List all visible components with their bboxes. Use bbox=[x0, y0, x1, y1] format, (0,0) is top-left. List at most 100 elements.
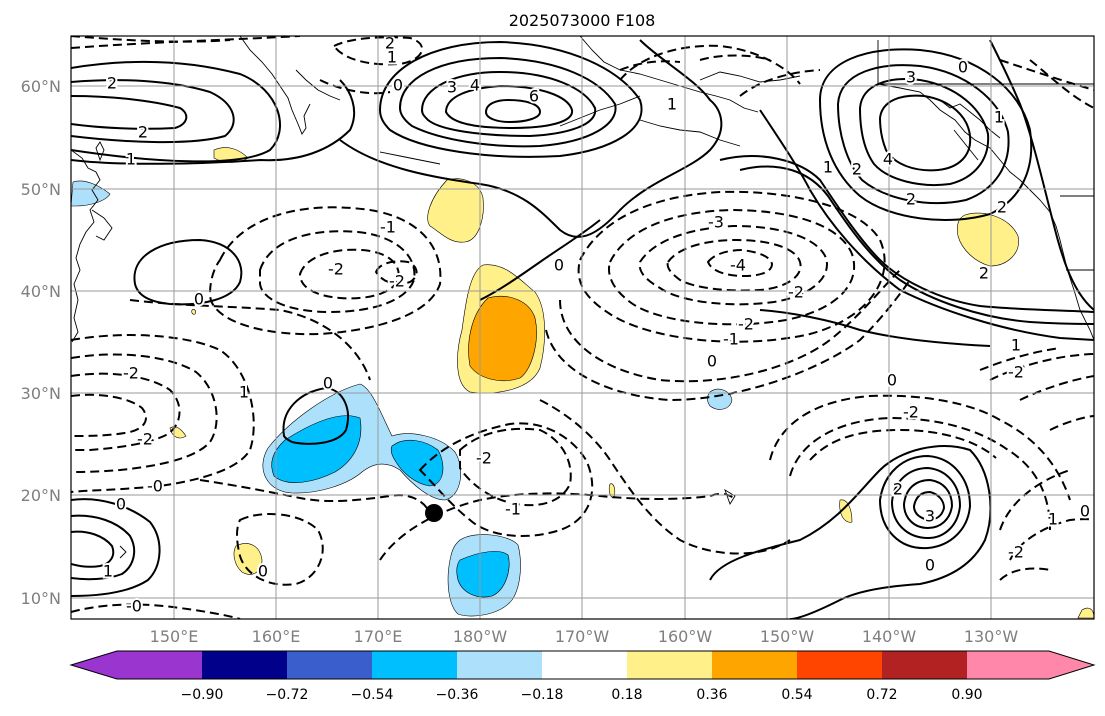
contour-label: 1 bbox=[823, 158, 833, 177]
shaded-positive-areas bbox=[169, 147, 1094, 619]
contour-label: -2 bbox=[328, 260, 344, 279]
contour-label: -2 bbox=[738, 315, 754, 334]
lat-label-10n: 10°N bbox=[21, 589, 61, 608]
lon-label-170w: 170°W bbox=[555, 627, 610, 646]
solid-contours bbox=[71, 39, 1094, 619]
contour-label: 2 bbox=[107, 74, 117, 93]
contour-label: -3 bbox=[708, 213, 724, 232]
contour-label: 0 bbox=[707, 352, 717, 371]
contour-label: 3 bbox=[925, 507, 935, 526]
lat-label-50n: 50°N bbox=[21, 180, 61, 199]
shaded-negative-areas bbox=[71, 180, 733, 617]
lon-label-160w: 160°W bbox=[658, 627, 713, 646]
lon-label-140w: 140°W bbox=[862, 627, 917, 646]
contour-label: 0 bbox=[194, 290, 204, 309]
colorbar-tick-label: −0.18 bbox=[521, 687, 564, 703]
colorbar-tick-label: 0.54 bbox=[781, 687, 812, 703]
contour-label: 6 bbox=[529, 87, 539, 106]
colorbar-outline bbox=[69, 650, 1096, 680]
colorbar-bin-5 bbox=[457, 651, 542, 679]
colorbar-upper-extension bbox=[1049, 651, 1094, 679]
colorbar-tick-labels: −0.90 −0.72 −0.54 −0.36 −0.18 0.18 0.36 … bbox=[181, 687, 983, 703]
contour-label: -2 bbox=[123, 364, 139, 383]
contour-label: 0 bbox=[554, 256, 564, 275]
contour-label: 1 bbox=[1048, 510, 1058, 529]
contour-label: -2 bbox=[1008, 363, 1024, 382]
lon-label-150e: 150°E bbox=[150, 627, 199, 646]
contour-label: 2 bbox=[893, 480, 903, 499]
contour-label: 0 bbox=[925, 556, 935, 575]
contour-label: -2 bbox=[1008, 543, 1024, 562]
contour-label: 0 bbox=[1080, 502, 1090, 521]
contour-label: -2 bbox=[389, 272, 405, 291]
map-title: 2025073000 F108 bbox=[509, 11, 656, 30]
contour-label: 2 bbox=[138, 123, 148, 142]
colorbar-tick-label: −0.36 bbox=[436, 687, 479, 703]
contour-label: -2 bbox=[137, 430, 153, 449]
colorbar-bin-9 bbox=[797, 651, 882, 679]
lon-label-130w: 130°W bbox=[964, 627, 1019, 646]
contour-label: 2 bbox=[997, 198, 1007, 217]
colorbar-bin-8 bbox=[712, 651, 797, 679]
lat-label-30n: 30°N bbox=[21, 384, 61, 403]
colorbar-bin-1 bbox=[117, 651, 202, 679]
lon-label-150w: 150°W bbox=[760, 627, 815, 646]
contour-label: 3 bbox=[906, 68, 916, 87]
contour-label: 2 bbox=[979, 264, 989, 283]
colorbar-tick-label: −0.54 bbox=[351, 687, 394, 703]
contour-label: -2 bbox=[476, 449, 492, 468]
storm-position-marker bbox=[425, 504, 443, 522]
longitude-labels: 150°E 160°E 170°E 180°W 170°W 160°W 150°… bbox=[150, 627, 1019, 646]
lat-label-60n: 60°N bbox=[21, 77, 61, 96]
colorbar-tick-label: 0.36 bbox=[696, 687, 727, 703]
contour-label: -0 bbox=[147, 477, 163, 496]
contour-label: 0 bbox=[958, 58, 968, 77]
contour-label: -1 bbox=[380, 218, 396, 237]
contour-label: 0 bbox=[116, 495, 126, 514]
colorbar-bin-2 bbox=[202, 651, 287, 679]
lat-label-20n: 20°N bbox=[21, 486, 61, 505]
map-frame bbox=[70, 35, 1095, 620]
contour-label: 2 bbox=[906, 190, 916, 209]
colorbar-tick-label: 0.90 bbox=[951, 687, 982, 703]
contour-label: -1 bbox=[505, 500, 521, 519]
dashed-contours bbox=[71, 36, 1094, 619]
colorbar-bin-11 bbox=[967, 651, 1049, 679]
lat-label-40n: 40°N bbox=[21, 282, 61, 301]
contour-label: -1 bbox=[723, 330, 739, 349]
lon-label-160e: 160°E bbox=[252, 627, 301, 646]
contour-label: -0 bbox=[126, 597, 142, 616]
contour-label: 0 bbox=[258, 562, 268, 581]
contour-label: 1 bbox=[239, 383, 249, 402]
graticule bbox=[71, 36, 1094, 619]
contour-label: 1 bbox=[1011, 336, 1021, 355]
contour-label: 2 bbox=[852, 160, 862, 179]
contour-label: 0 bbox=[393, 76, 403, 95]
colorbar-bin-6 bbox=[542, 651, 627, 679]
contour-label: 1 bbox=[387, 48, 397, 67]
colorbar-tick-label: 0.18 bbox=[611, 687, 642, 703]
contour-label: 1 bbox=[126, 150, 136, 169]
contour-label: 4 bbox=[883, 150, 893, 169]
contour-label: 0 bbox=[887, 371, 897, 390]
contour-label: 1 bbox=[103, 562, 113, 581]
colorbar: −0.90 −0.72 −0.54 −0.36 −0.18 0.18 0.36 … bbox=[69, 650, 1096, 703]
contour-label: 3 bbox=[447, 78, 457, 97]
contour-label: -2 bbox=[788, 283, 804, 302]
lon-label-180w: 180°W bbox=[453, 627, 508, 646]
contour-label: -4 bbox=[730, 256, 746, 275]
contour-label: 2 bbox=[385, 34, 395, 53]
latitude-labels: 60°N 50°N 40°N 30°N 20°N 10°N bbox=[21, 77, 61, 608]
contour-label: 1 bbox=[667, 95, 677, 114]
colorbar-bin-4 bbox=[372, 651, 457, 679]
colorbar-bin-7 bbox=[627, 651, 712, 679]
colorbar-lower-extension bbox=[71, 651, 117, 679]
colorbar-tick-label: 0.72 bbox=[866, 687, 897, 703]
colorbar-tick-label: −0.72 bbox=[266, 687, 309, 703]
contour-label: 1 bbox=[994, 108, 1004, 127]
colorbar-bin-3 bbox=[287, 651, 372, 679]
